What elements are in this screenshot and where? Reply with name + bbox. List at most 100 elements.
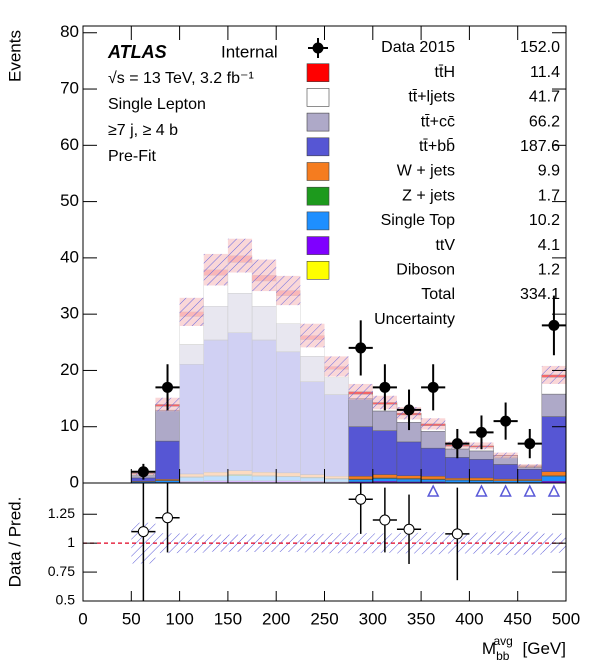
data-point bbox=[427, 381, 439, 393]
ratio-uncertainty-band bbox=[469, 532, 494, 554]
stack-segment bbox=[469, 480, 494, 483]
stack-segment bbox=[227, 332, 253, 471]
y-axis-label: Events bbox=[5, 30, 24, 82]
stack-segment bbox=[276, 476, 301, 481]
x-tick-label: 450 bbox=[504, 609, 532, 628]
x-tick-label: 50 bbox=[122, 609, 141, 628]
legend-label: tt̄+bb̄ bbox=[419, 138, 455, 155]
uncertainty-band bbox=[252, 259, 277, 292]
stack-segment bbox=[372, 478, 398, 482]
y-tick-label: 60 bbox=[60, 135, 79, 154]
stack-segment bbox=[420, 447, 446, 477]
uncertainty-band bbox=[348, 383, 373, 400]
stack-segment bbox=[348, 426, 373, 477]
stack-segment bbox=[300, 356, 325, 382]
ratio-point bbox=[162, 512, 174, 524]
stack-segment bbox=[493, 478, 518, 481]
stack-segment bbox=[348, 476, 373, 480]
legend-yield: 1.2 bbox=[538, 262, 560, 279]
y-tick-label: 50 bbox=[60, 191, 79, 210]
y-tick-label: 70 bbox=[60, 79, 79, 98]
legend-swatch bbox=[306, 186, 330, 206]
stack-segment bbox=[251, 472, 277, 476]
stack-segment bbox=[203, 306, 229, 341]
y-tick-label: 30 bbox=[60, 304, 79, 323]
ratio-off-scale-marker bbox=[523, 484, 536, 497]
x-tick-label: 350 bbox=[407, 609, 435, 628]
ratio-y-tick-label: 1.25 bbox=[48, 505, 75, 521]
data-point bbox=[162, 381, 174, 393]
stack-segment bbox=[420, 431, 446, 449]
ratio-y-axis-label: Data / Pred. bbox=[5, 497, 24, 588]
channel: Single Lepton bbox=[108, 96, 206, 113]
x-tick-label: 500 bbox=[552, 609, 580, 628]
ratio-off-scale-marker bbox=[547, 484, 561, 497]
legend-label: Z + jets bbox=[402, 187, 455, 204]
y-tick-label: 80 bbox=[60, 22, 79, 41]
stack-segment bbox=[276, 472, 301, 477]
stack-segment bbox=[396, 478, 422, 483]
ratio-uncertainty-band bbox=[517, 531, 542, 555]
stack-segment bbox=[324, 394, 349, 477]
stack-segment bbox=[517, 469, 543, 480]
legend-marker bbox=[312, 42, 324, 54]
legend-yield: 152.0 bbox=[520, 39, 560, 56]
stack-segment bbox=[324, 476, 349, 479]
stack-segment bbox=[469, 450, 494, 460]
ratio-y-tick-label: 1 bbox=[67, 534, 75, 550]
stack-segment bbox=[276, 351, 301, 474]
uncertainty-band bbox=[517, 464, 542, 468]
energy-label: √s = 13 TeV, 3.2 fb⁻¹ bbox=[108, 70, 254, 87]
legend-swatch bbox=[306, 112, 330, 132]
stack-segment bbox=[396, 441, 422, 476]
stack-segment bbox=[251, 476, 277, 481]
stack-segment bbox=[493, 464, 518, 480]
legend-yield: 1.7 bbox=[538, 187, 560, 204]
stack-segment bbox=[541, 471, 567, 476]
data-point bbox=[451, 438, 463, 450]
legend-yield: 10.2 bbox=[529, 212, 560, 229]
data-point bbox=[500, 415, 512, 427]
uncertainty-band bbox=[179, 297, 204, 326]
stack-segment bbox=[251, 339, 277, 473]
legend-yield: 334.1 bbox=[520, 286, 560, 303]
stack-segment bbox=[445, 457, 470, 479]
stack-segment bbox=[348, 398, 373, 427]
stack-segment bbox=[276, 323, 301, 353]
legend-label: Diboson bbox=[396, 262, 455, 279]
stack-segment bbox=[179, 473, 204, 478]
legend-yield: 187.6 bbox=[520, 138, 560, 155]
stack-segment bbox=[300, 477, 325, 482]
y-tick-label: 40 bbox=[60, 247, 79, 266]
legend-swatch bbox=[306, 63, 330, 83]
selection: ≥7 j, ≥ 4 b bbox=[108, 122, 178, 139]
legend-label: ttV bbox=[435, 237, 455, 254]
uncertainty-band bbox=[203, 253, 228, 286]
legend-yield: 4.1 bbox=[538, 237, 560, 254]
ratio-y-tick-label: 0.75 bbox=[48, 563, 75, 579]
legend-label: tt̄+ljets bbox=[408, 89, 455, 106]
legend-label: W + jets bbox=[397, 163, 455, 180]
uncertainty-band bbox=[421, 418, 446, 430]
ratio-off-scale-marker bbox=[475, 484, 488, 497]
x-axis-label: Mbbavg [GeV] bbox=[482, 634, 566, 663]
stack-segment bbox=[300, 474, 325, 478]
stack-segment bbox=[179, 477, 204, 482]
x-tick-label: 300 bbox=[359, 609, 387, 628]
stack-segment bbox=[227, 480, 253, 483]
y-tick-label: 20 bbox=[60, 360, 79, 379]
stack-segment bbox=[469, 477, 494, 481]
stack-segment bbox=[227, 475, 253, 481]
legend-swatch bbox=[306, 236, 330, 255]
stack-segment bbox=[445, 478, 470, 481]
stack-segment bbox=[251, 480, 277, 483]
ratio-uncertainty-band bbox=[203, 534, 228, 552]
ratio-point bbox=[137, 526, 149, 538]
y-tick-label: 10 bbox=[60, 416, 79, 435]
stack-segment bbox=[203, 339, 229, 473]
stack-segment bbox=[324, 377, 349, 395]
stack-segment bbox=[493, 480, 518, 483]
ratio-uncertainty-band bbox=[252, 534, 277, 552]
ratio-point bbox=[379, 514, 391, 526]
